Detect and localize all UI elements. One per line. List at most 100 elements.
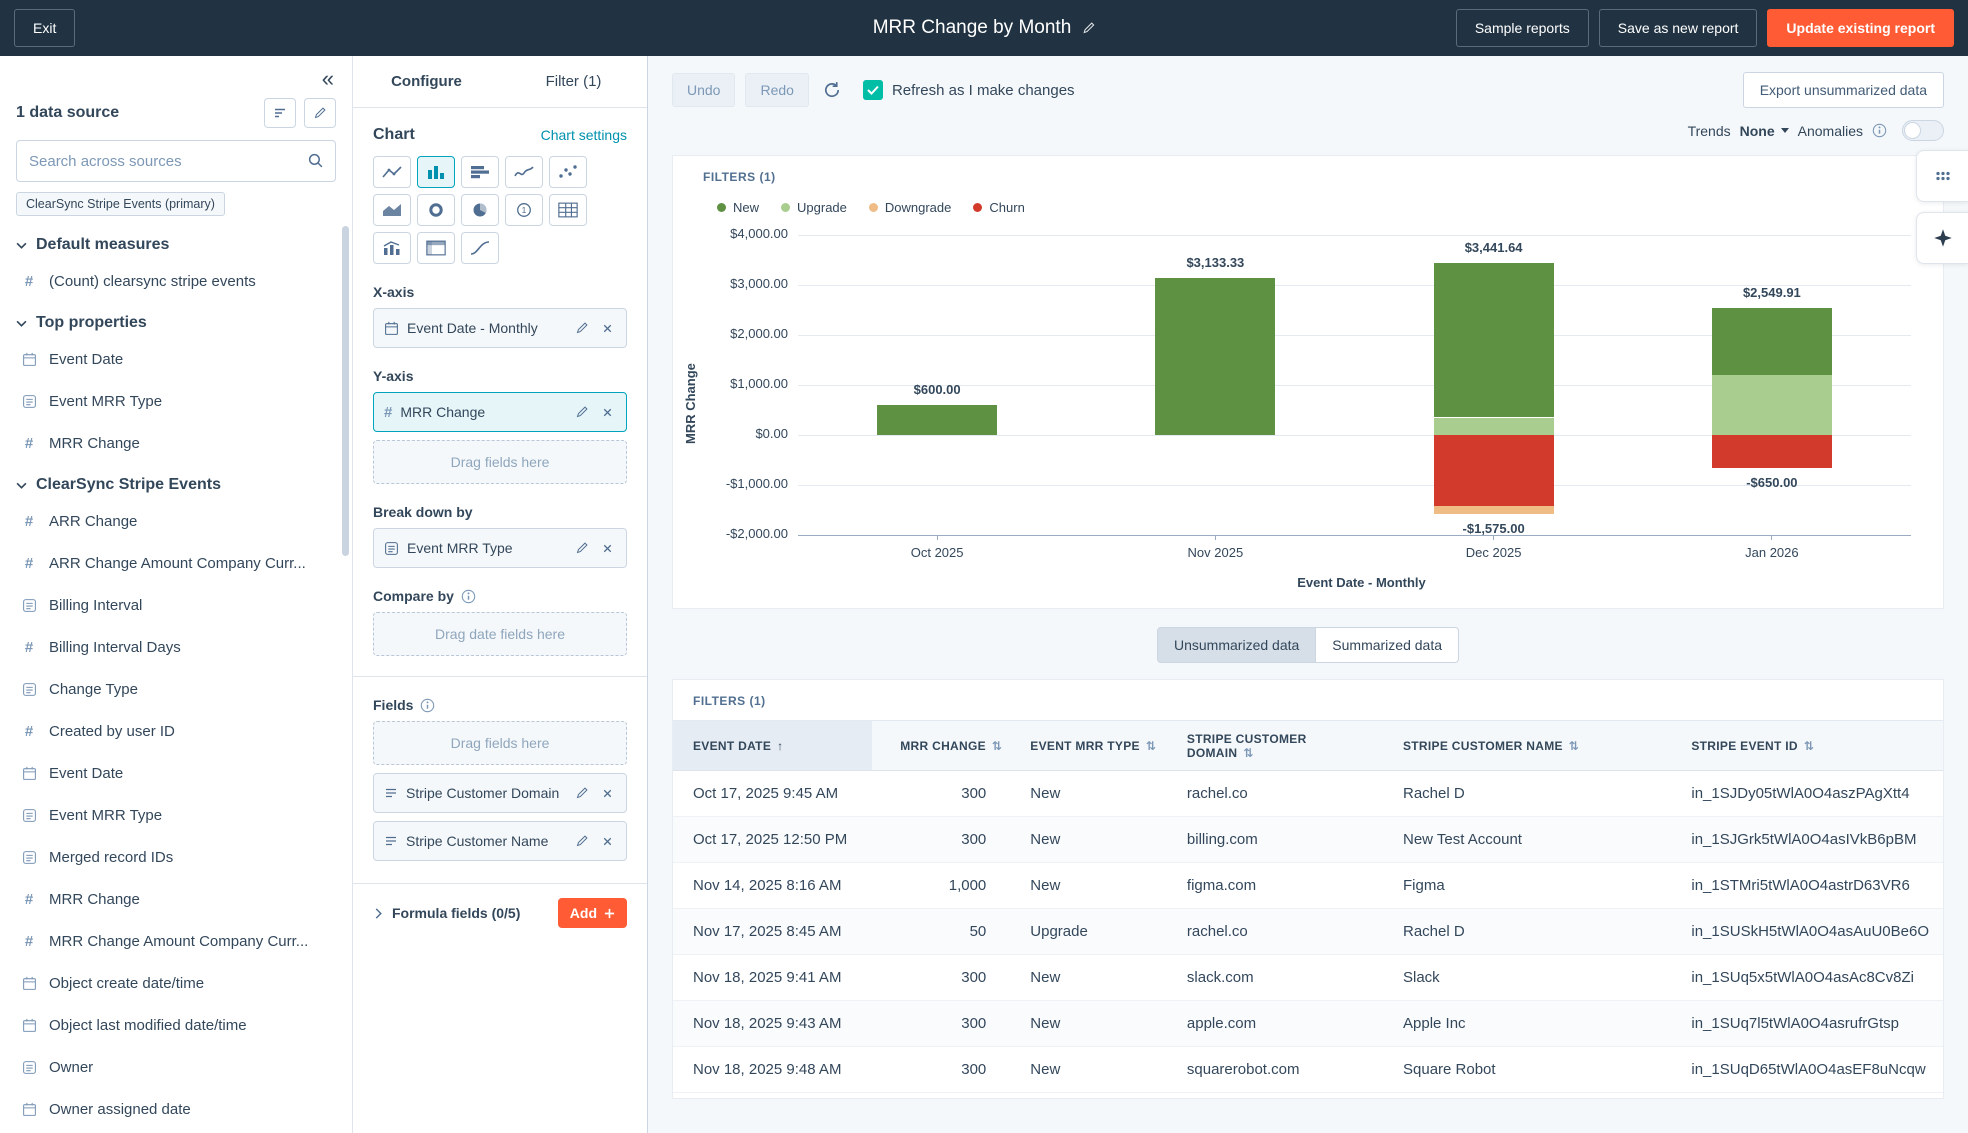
field-pill[interactable]: Stripe Customer Name xyxy=(373,821,627,861)
chart-type-curve-button[interactable] xyxy=(461,232,499,264)
xaxis-pill[interactable]: Event Date - Monthly xyxy=(373,308,627,348)
column-header[interactable]: STRIPE CUSTOMER DOMAIN ⇅ xyxy=(1172,720,1389,771)
bar-segment-new[interactable] xyxy=(1155,278,1276,435)
sort-icon[interactable]: ⇅ xyxy=(1243,745,1254,760)
legend-item-downgrade[interactable]: Downgrade xyxy=(868,200,951,215)
field-item[interactable]: # ARR Change xyxy=(0,500,352,542)
field-item[interactable]: Object last modified date/time xyxy=(0,1004,352,1046)
bar-segment-churn[interactable] xyxy=(1433,435,1554,507)
yaxis-dropzone[interactable]: Drag fields here xyxy=(373,440,627,484)
refresh-checkbox[interactable] xyxy=(862,80,883,100)
field-item[interactable]: Event Date xyxy=(0,338,352,380)
bar-segment-new[interactable] xyxy=(1711,307,1832,375)
edit-title-icon[interactable] xyxy=(1081,21,1095,35)
edit-sources-button[interactable] xyxy=(304,98,336,128)
edit-icon[interactable] xyxy=(573,319,591,337)
chart-type-pie-button[interactable] xyxy=(461,194,499,226)
chart-type-line-button[interactable] xyxy=(505,156,543,188)
chart-type-pivot-button[interactable] xyxy=(417,232,455,264)
section-header[interactable]: Top properties xyxy=(0,302,352,338)
chart-type-trend-button[interactable] xyxy=(373,156,411,188)
tab-summarized-data[interactable]: Summarized data xyxy=(1316,627,1459,663)
chart-type-column-button[interactable] xyxy=(417,156,455,188)
edit-icon[interactable] xyxy=(573,539,591,557)
chart-type-scatter-button[interactable] xyxy=(549,156,587,188)
sort-icon[interactable]: ⇅ xyxy=(991,738,1003,753)
info-icon[interactable] xyxy=(461,589,476,604)
column-header[interactable]: EVENT MRR TYPE ⇅ xyxy=(1016,720,1173,771)
save-as-new-report-button[interactable]: Save as new report xyxy=(1598,9,1758,47)
refresh-button[interactable] xyxy=(819,77,845,103)
add-formula-field-button[interactable]: Add xyxy=(557,898,627,928)
table-row[interactable]: Nov 14, 2025 8:16 AM 1,000 New figma.com Fig… xyxy=(673,862,1943,909)
edit-icon[interactable] xyxy=(573,832,591,850)
field-item[interactable]: # MRR Change xyxy=(0,422,352,464)
chart-type-combo-button[interactable] xyxy=(373,232,411,264)
bar-segment-downgrade[interactable] xyxy=(1433,506,1554,514)
section-header[interactable]: Default measures xyxy=(0,224,352,260)
column-header[interactable]: MRR CHANGE ⇅ xyxy=(871,720,1017,771)
field-item[interactable]: Change Type xyxy=(0,668,352,710)
table-filters-label[interactable]: FILTERS (1) xyxy=(693,694,766,708)
bar-segment-churn[interactable] xyxy=(1711,435,1832,468)
chevron-right-icon[interactable] xyxy=(373,907,384,919)
remove-icon[interactable] xyxy=(599,404,616,421)
field-item[interactable]: # MRR Change xyxy=(0,878,352,920)
field-item[interactable]: # (Count) clearsync stripe events xyxy=(0,260,352,302)
chart-settings-link[interactable]: Chart settings xyxy=(540,127,627,143)
field-item[interactable]: # ARR Change Amount Company Curr... xyxy=(0,542,352,584)
remove-icon[interactable] xyxy=(599,785,616,802)
info-icon[interactable] xyxy=(1872,123,1887,138)
edit-icon[interactable] xyxy=(573,784,591,802)
field-item[interactable]: Object create date/time xyxy=(0,962,352,1004)
column-header[interactable]: EVENT DATE ↑ xyxy=(673,720,872,771)
remove-icon[interactable] xyxy=(599,540,616,557)
tab-filter[interactable]: Filter (1) xyxy=(500,56,647,107)
column-header[interactable]: STRIPE CUSTOMER NAME ⇅ xyxy=(1389,720,1678,771)
tab-configure[interactable]: Configure xyxy=(353,56,500,107)
field-item[interactable]: Merged record IDs xyxy=(0,836,352,878)
field-item[interactable]: Event Date xyxy=(0,752,352,794)
undo-button[interactable]: Undo xyxy=(672,73,736,107)
field-item[interactable]: # Billing Interval Days xyxy=(0,626,352,668)
yaxis-pill[interactable]: # MRR Change xyxy=(373,392,627,432)
field-item[interactable]: # Created by user ID xyxy=(0,710,352,752)
chart-type-table-button[interactable] xyxy=(549,194,587,226)
filter-list-button[interactable] xyxy=(264,98,296,128)
bar-segment-new[interactable] xyxy=(1433,262,1554,418)
field-item[interactable]: Owner assigned date xyxy=(0,1088,352,1130)
remove-icon[interactable] xyxy=(599,320,616,337)
sample-reports-button[interactable]: Sample reports xyxy=(1455,9,1589,47)
chart-type-kpi-button[interactable]: 1 xyxy=(505,194,543,226)
table-row[interactable]: Oct 17, 2025 12:50 PM 300 New billing.com Ne… xyxy=(673,816,1943,863)
sort-icon[interactable]: ⇅ xyxy=(1145,738,1157,753)
table-row[interactable]: Nov 17, 2025 8:45 AM 50 Upgrade rachel.co Ra… xyxy=(673,908,1943,955)
field-item[interactable]: Event MRR Type xyxy=(0,794,352,836)
chart-type-donut-button[interactable] xyxy=(417,194,455,226)
tab-unsummarized-data[interactable]: Unsummarized data xyxy=(1157,627,1317,663)
export-unsummarized-button[interactable]: Export unsummarized data xyxy=(1742,72,1944,108)
sort-ascending-icon[interactable]: ↑ xyxy=(777,738,784,753)
bar-segment-upgrade[interactable] xyxy=(1433,417,1554,435)
chart-type-area-button[interactable] xyxy=(373,194,411,226)
table-row[interactable]: Nov 18, 2025 9:48 AM 300 New squarerobot.co… xyxy=(673,1046,1943,1093)
breakdown-pill[interactable]: Event MRR Type xyxy=(373,528,627,568)
update-existing-report-button[interactable]: Update existing report xyxy=(1767,9,1954,47)
field-pill[interactable]: Stripe Customer Domain xyxy=(373,773,627,813)
table-row[interactable]: Nov 18, 2025 9:41 AM 300 New slack.com Slack… xyxy=(673,954,1943,1001)
column-header[interactable]: STRIPE EVENT ID ⇅ xyxy=(1677,720,1943,771)
field-item[interactable]: Event MRR Type xyxy=(0,380,352,422)
table-row[interactable]: Nov 18, 2025 9:43 AM 300 New apple.com Apple… xyxy=(673,1000,1943,1047)
collapse-sidebar-icon[interactable]: « xyxy=(321,66,334,91)
sort-icon[interactable]: ⇅ xyxy=(1803,738,1815,753)
remove-icon[interactable] xyxy=(599,833,616,850)
redo-button[interactable]: Redo xyxy=(745,73,809,107)
field-item[interactable]: # MRR Change Amount Company Curr... xyxy=(0,920,352,962)
table-row[interactable]: Oct 17, 2025 9:45 AM 300 New rachel.co Rache… xyxy=(673,770,1943,817)
section-header[interactable]: ClearSync Stripe Events xyxy=(0,464,352,500)
bar-segment-new[interactable] xyxy=(877,405,998,435)
drag-handle-button[interactable] xyxy=(1916,150,1968,202)
bar-segment-upgrade[interactable] xyxy=(1711,375,1832,435)
legend-item-upgrade[interactable]: Upgrade xyxy=(781,200,847,215)
search-input[interactable] xyxy=(16,140,336,182)
